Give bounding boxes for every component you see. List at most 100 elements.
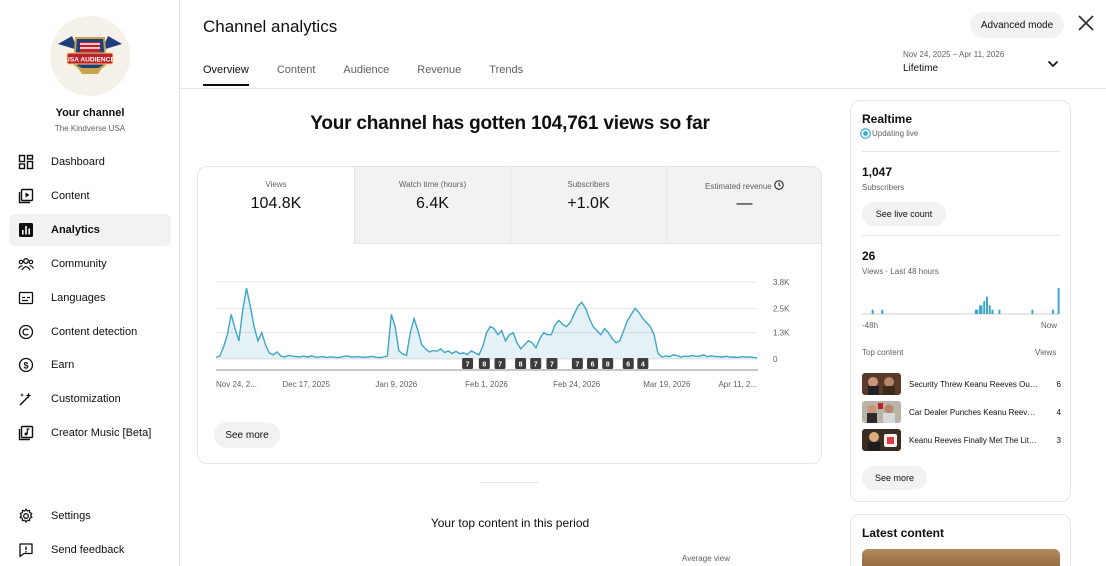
divider bbox=[862, 235, 1060, 236]
realtime-bar bbox=[974, 309, 977, 314]
metric-tab-estimated-revenue[interactable]: Estimated revenue — bbox=[666, 167, 821, 244]
dashboard-icon bbox=[17, 153, 35, 171]
advanced-mode-button[interactable]: Advanced mode bbox=[970, 12, 1064, 38]
y-tick-label: 0 bbox=[773, 355, 778, 364]
tab-overview[interactable]: Overview bbox=[203, 64, 249, 86]
header-divider bbox=[180, 88, 1106, 89]
languages-icon bbox=[17, 289, 35, 307]
x-tick-label: Feb 1, 2026 bbox=[465, 380, 508, 389]
realtime-bar bbox=[991, 309, 994, 314]
date-range-dates: Nov 24, 2025 – Apr 11, 2026 bbox=[903, 50, 1005, 59]
publish-marker[interactable]: 7 bbox=[494, 358, 506, 369]
publish-marker[interactable]: 7 bbox=[462, 358, 474, 369]
top-content-views: 6 bbox=[1056, 379, 1061, 389]
svg-text:7: 7 bbox=[550, 362, 554, 369]
publish-marker[interactable]: 8 bbox=[478, 358, 490, 369]
metric-label: Estimated revenue bbox=[667, 180, 821, 191]
metric-value: 6.4K bbox=[416, 195, 449, 212]
metric-value: +1.0K bbox=[567, 195, 610, 212]
metric-tab-subscribers[interactable]: Subscribers +1.0K bbox=[510, 167, 666, 244]
video-thumbnail bbox=[862, 429, 901, 451]
x-tick-label: Nov 24, 2... bbox=[216, 380, 257, 389]
see-more-button[interactable]: See more bbox=[862, 466, 927, 490]
channel-avatar[interactable]: USA AUDIENCE bbox=[50, 16, 130, 96]
tab-audience[interactable]: Audience bbox=[343, 64, 390, 76]
sidebar-item-settings[interactable]: Settings bbox=[9, 500, 171, 532]
publish-marker[interactable]: 4 bbox=[637, 358, 649, 369]
publish-marker[interactable]: 8 bbox=[602, 358, 614, 369]
divider bbox=[862, 151, 1060, 152]
svg-text:6: 6 bbox=[626, 362, 630, 369]
latest-content-thumbnail[interactable] bbox=[862, 549, 1060, 566]
x-tick-label: Jan 9, 2026 bbox=[375, 380, 417, 389]
views-chart[interactable]: 0 1.3K 2.5K 3.8K 7 8 7 8 7 7 7 6 8 6 4 Nov 24, 2... Dec … bbox=[198, 244, 822, 404]
see-more-button[interactable]: See more bbox=[214, 422, 280, 448]
top-content-views: 4 bbox=[1056, 407, 1061, 417]
y-tick-label: 3.8K bbox=[773, 278, 790, 287]
svg-text:4: 4 bbox=[641, 362, 645, 369]
top-content-row[interactable]: Keanu Reeves Finally Met The Little Girl… bbox=[862, 429, 1061, 451]
top-content-title: Your top content in this period bbox=[430, 516, 590, 530]
see-live-count-button[interactable]: See live count bbox=[862, 202, 946, 226]
svg-text:7: 7 bbox=[575, 362, 579, 369]
metric-tab-watch-time[interactable]: Watch time (hours) 6.4K bbox=[354, 167, 510, 244]
x-tick-label: Feb 24, 2026 bbox=[553, 380, 601, 389]
publish-marker[interactable]: 8 bbox=[515, 358, 527, 369]
top-content-title: Car Dealer Punches Keanu Reeves, Not Kno… bbox=[909, 407, 1039, 417]
sidebar-item-content[interactable]: Content bbox=[9, 180, 171, 212]
community-icon bbox=[17, 255, 35, 273]
sidebar-item-send-feedback[interactable]: Send feedback bbox=[9, 534, 171, 566]
sidebar-item-label: Send feedback bbox=[51, 544, 125, 556]
sidebar-item-community[interactable]: Community bbox=[9, 248, 171, 280]
y-tick-label: 1.3K bbox=[773, 329, 790, 338]
publish-marker[interactable]: 7 bbox=[571, 358, 583, 369]
realtime-bar bbox=[1052, 309, 1055, 314]
realtime-views-bar-chart[interactable] bbox=[851, 101, 1072, 331]
metric-tabs: Views 104.8K Watch time (hours) 6.4K Sub… bbox=[198, 167, 821, 244]
live-indicator-icon bbox=[860, 128, 871, 139]
views-headline: Your channel has gotten 104,761 views so… bbox=[310, 113, 710, 134]
sidebar-item-creator-music[interactable]: Creator Music [Beta] bbox=[9, 417, 171, 449]
views-area bbox=[216, 288, 757, 359]
sidebar-item-dashboard[interactable]: Dashboard bbox=[9, 146, 171, 178]
close-button[interactable] bbox=[1074, 11, 1098, 35]
top-content-row[interactable]: Car Dealer Punches Keanu Reeves, Not Kno… bbox=[862, 401, 1061, 423]
sidebar-item-label: Content bbox=[51, 190, 90, 202]
channel-handle: The Kindverse USA bbox=[54, 124, 126, 133]
metric-tab-views[interactable]: Views 104.8K bbox=[198, 167, 354, 244]
svg-text:7: 7 bbox=[534, 362, 538, 369]
subscriber-count: 1,047 bbox=[862, 165, 893, 179]
sidebar-item-label: Languages bbox=[51, 292, 106, 304]
date-range-period[interactable]: Lifetime bbox=[903, 63, 939, 74]
date-range-dropdown[interactable] bbox=[1045, 56, 1061, 72]
realtime-views-count: 26 bbox=[862, 249, 876, 263]
x-tick-label: Dec 17, 2025 bbox=[282, 380, 330, 389]
sidebar-item-analytics[interactable]: Analytics bbox=[9, 214, 171, 246]
sidebar-item-languages[interactable]: Languages bbox=[9, 282, 171, 314]
svg-text:8: 8 bbox=[519, 362, 523, 369]
realtime-bar bbox=[1057, 288, 1060, 314]
svg-text:7: 7 bbox=[466, 362, 470, 369]
magic-wand-icon bbox=[17, 390, 35, 408]
latest-content-title: Latest content bbox=[862, 526, 945, 540]
usa-audience-logo: USA AUDIENCE bbox=[50, 16, 130, 96]
sidebar-item-earn[interactable]: $ Earn bbox=[9, 349, 171, 381]
top-content-title: Security Threw Keanu Reeves Out, Unaware… bbox=[909, 379, 1039, 389]
logo-text: USA AUDIENCE bbox=[65, 57, 115, 64]
music-icon bbox=[17, 424, 35, 442]
publish-marker[interactable]: 6 bbox=[622, 358, 634, 369]
publish-marker[interactable]: 7 bbox=[546, 358, 558, 369]
tab-content[interactable]: Content bbox=[276, 64, 316, 76]
sidebar-item-content-detection[interactable]: Content detection bbox=[9, 316, 171, 348]
tab-bar: Overview Content Audience Revenue Trends bbox=[203, 64, 551, 86]
top-content-row[interactable]: Security Threw Keanu Reeves Out, Unaware… bbox=[862, 373, 1061, 395]
publish-marker[interactable]: 6 bbox=[587, 358, 599, 369]
tab-revenue[interactable]: Revenue bbox=[417, 64, 462, 76]
metric-label: Views bbox=[265, 180, 287, 189]
publish-marker[interactable]: 7 bbox=[530, 358, 542, 369]
tab-trends[interactable]: Trends bbox=[489, 64, 524, 76]
svg-text:7: 7 bbox=[498, 362, 502, 369]
svg-text:8: 8 bbox=[606, 362, 610, 369]
sidebar-item-customization[interactable]: Customization bbox=[9, 383, 171, 415]
